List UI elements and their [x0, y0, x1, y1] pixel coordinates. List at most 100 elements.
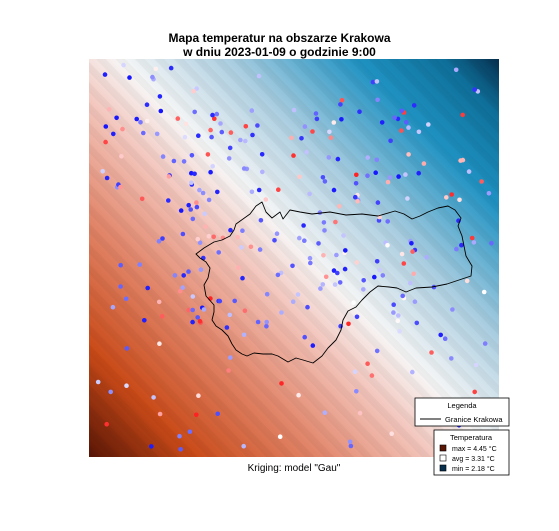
measurement-point	[450, 307, 455, 312]
measurement-point	[226, 368, 231, 373]
measurement-point	[374, 157, 380, 163]
measurement-point	[156, 239, 162, 244]
measurement-point	[255, 319, 261, 325]
measurement-point	[482, 341, 488, 346]
measurement-point	[256, 73, 262, 79]
measurement-point	[100, 169, 105, 174]
measurement-point	[197, 187, 202, 193]
measurement-point	[186, 202, 191, 208]
measurement-point	[466, 169, 472, 174]
measurement-point	[214, 111, 220, 117]
measurement-point	[369, 373, 375, 378]
measurement-point	[489, 240, 494, 246]
measurement-point	[274, 231, 280, 236]
measurement-point	[157, 341, 162, 347]
measurement-point	[414, 320, 420, 326]
measurement-point	[409, 241, 414, 246]
measurement-point	[318, 286, 323, 291]
measurement-point	[385, 219, 391, 224]
measurement-point	[259, 152, 265, 157]
measurement-point	[250, 132, 255, 138]
measurement-point	[454, 246, 459, 252]
measurement-point	[194, 86, 199, 91]
measurement-point	[374, 348, 380, 354]
measurement-point	[334, 252, 339, 258]
measurement-point	[357, 109, 362, 114]
measurement-point	[137, 262, 142, 267]
measurement-point	[198, 267, 204, 273]
measurement-point	[351, 300, 356, 306]
measurement-point	[337, 204, 342, 209]
measurement-point	[404, 120, 409, 125]
measurement-point	[182, 134, 188, 140]
measurement-point	[354, 172, 359, 178]
measurement-point	[401, 261, 407, 266]
measurement-point	[457, 197, 462, 203]
measurement-point	[188, 207, 193, 212]
measurement-point	[291, 153, 296, 158]
chart-title-line1: Mapa temperatur na obszarze Krakowa	[168, 31, 391, 45]
measurement-point	[328, 135, 334, 140]
measurement-point	[138, 120, 143, 125]
measurement-point	[209, 134, 214, 140]
measurement-point	[374, 259, 380, 264]
measurement-point	[114, 115, 119, 121]
measurement-point	[403, 172, 408, 177]
measurement-point	[343, 248, 348, 253]
measurement-point	[166, 174, 172, 179]
measurement-point	[416, 170, 422, 176]
measurement-point	[120, 126, 125, 132]
measurement-point	[215, 189, 220, 195]
measurement-point	[194, 200, 199, 205]
measurement-point	[375, 97, 380, 103]
measurement-point	[218, 121, 223, 126]
measurement-point	[241, 166, 247, 171]
measurement-point	[175, 116, 181, 121]
measurement-point	[248, 244, 254, 250]
measurement-point	[289, 135, 294, 141]
measurement-point	[331, 120, 337, 125]
measurement-point	[410, 249, 415, 254]
measurement-point	[486, 191, 492, 196]
measurement-point	[157, 411, 163, 417]
measurement-point	[449, 192, 455, 197]
measurement-point	[377, 267, 382, 273]
measurement-point	[332, 282, 338, 287]
measurement-point	[160, 236, 165, 241]
measurement-point	[460, 157, 466, 163]
temperature-legend-frame	[433, 429, 510, 476]
measurement-point	[438, 332, 444, 338]
measurement-point	[224, 325, 230, 330]
measurement-point	[256, 187, 262, 193]
measurement-point	[180, 231, 186, 237]
measurement-point	[290, 299, 296, 305]
measurement-point	[421, 161, 427, 166]
measurement-point	[180, 285, 185, 290]
measurement-point	[219, 129, 225, 135]
measurement-point	[95, 379, 101, 385]
chart-title-line2: w dniu 2023-01-09 o godzinie 9:00	[183, 45, 376, 59]
measurement-point	[469, 235, 475, 241]
measurement-point	[142, 318, 147, 323]
krakow-boundary-line	[195, 201, 473, 364]
measurement-point	[242, 308, 248, 314]
measurement-point	[238, 137, 243, 143]
measurement-point	[302, 124, 308, 129]
measurement-point	[264, 319, 270, 325]
legend-avg-label: avg = 3.31 °C	[452, 455, 495, 463]
measurement-point	[308, 260, 313, 266]
measurement-point	[227, 312, 233, 318]
measurement-point	[111, 131, 116, 137]
measurement-point	[333, 219, 338, 225]
measurement-point	[260, 169, 265, 175]
measurement-point	[342, 266, 348, 272]
measurement-point	[396, 313, 401, 318]
measurement-point	[272, 238, 277, 243]
measurement-point	[320, 282, 326, 287]
measurement-point	[385, 243, 390, 248]
measurement-point	[411, 103, 417, 108]
measurement-point	[406, 125, 411, 130]
measurement-point	[210, 112, 215, 118]
measurement-point	[279, 310, 284, 315]
measurement-point	[412, 299, 418, 305]
